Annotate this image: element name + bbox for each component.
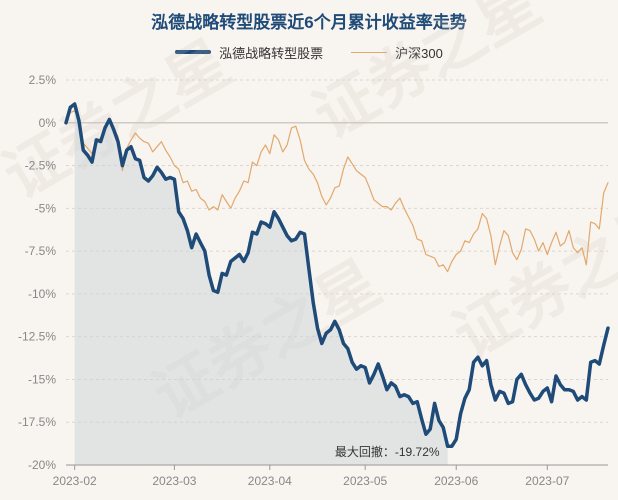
legend-label-fund: 泓德战略转型股票 (219, 45, 324, 61)
legend-swatch-index (351, 51, 388, 53)
chart-title: 泓德战略转型股票近6个月累计收益率走势 (151, 13, 467, 32)
drawdown-area-layer (74, 103, 448, 465)
y-tick-label: -2.5% (25, 159, 57, 173)
series-layer (64, 102, 610, 448)
watermark-1: 证券之星 (303, 0, 552, 152)
series-line-index (65, 110, 609, 273)
x-tick-label: 2023-02 (53, 474, 97, 488)
series-line-fund (64, 102, 610, 448)
y-tick-label: -5% (35, 201, 57, 215)
y-tick-label: -10% (28, 287, 56, 301)
legend-item-index[interactable]: 沪深300 (351, 43, 443, 62)
legend-swatch-fund (175, 50, 212, 54)
x-tick-label: 2023-03 (152, 474, 196, 488)
x-tick-label: 2023-04 (248, 474, 292, 488)
drawdown-area (74, 103, 448, 465)
y-tick-label: -7.5% (25, 244, 57, 258)
y-tick-label: 2.5% (29, 73, 57, 87)
y-tick-label: -17.5% (18, 415, 56, 429)
y-tick-label: 0% (39, 116, 57, 130)
legend-item-fund[interactable]: 泓德战略转型股票 (175, 43, 323, 62)
max-drawdown-annotation: 最大回撤：-19.72% (335, 444, 440, 459)
y-tick-label: -15% (28, 372, 56, 386)
y-tick-label: -20% (28, 458, 56, 472)
y-tick-label: -12.5% (18, 330, 56, 344)
x-tick-label: 2023-06 (434, 474, 478, 488)
grid-layer (66, 79, 608, 466)
legend: 泓德战略转型股票 沪深300 (0, 42, 618, 62)
axis-layer: 2.5% 0% -2.5% -5% -7.5% -10% -12.5% -15% -17.5% -… (18, 73, 608, 488)
x-tick-label: 2023-05 (343, 474, 387, 488)
legend-label-index: 沪深300 (395, 45, 443, 61)
watermark-3: 证券之星 (443, 188, 618, 372)
x-tick-label: 2023-07 (525, 474, 569, 488)
